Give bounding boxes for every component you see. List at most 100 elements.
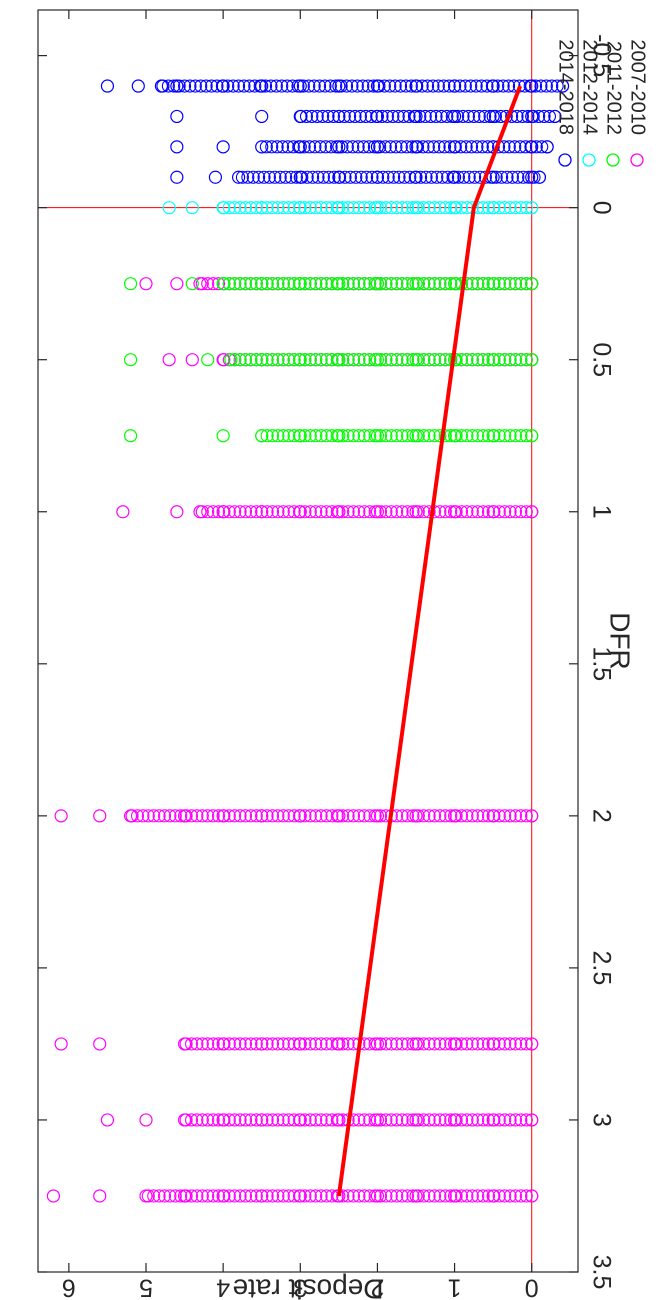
x-tick-label: 1.5 — [587, 646, 615, 681]
data-point — [406, 809, 420, 823]
data-point — [421, 79, 435, 93]
data-point — [391, 109, 405, 123]
data-point — [321, 109, 335, 123]
data-point — [413, 109, 427, 123]
data-point — [411, 429, 425, 443]
data-point — [384, 429, 398, 443]
x-tick-labels: -0.5 0 0.5 1 1.5 2 2.5 3 3.5 — [587, 34, 615, 1289]
data-point — [471, 505, 485, 519]
data-point — [363, 429, 377, 443]
data-point — [390, 353, 404, 367]
data-point — [495, 170, 509, 184]
data-point — [249, 809, 263, 823]
data-point — [427, 353, 442, 367]
data-point — [341, 429, 355, 443]
data-point — [361, 79, 375, 93]
data-point — [492, 429, 506, 443]
data-point — [465, 277, 479, 291]
data-point — [319, 505, 334, 519]
data-point — [441, 170, 455, 184]
data-point — [319, 140, 333, 154]
data-point — [201, 505, 215, 519]
data-point — [156, 79, 170, 93]
data-point — [408, 170, 422, 184]
data-point — [190, 1113, 204, 1127]
data-point — [232, 79, 246, 93]
data-point — [139, 1113, 153, 1127]
data-point — [384, 277, 398, 291]
data-point — [260, 201, 274, 215]
data-point — [195, 1037, 209, 1051]
data-point — [514, 809, 528, 823]
data-point — [123, 277, 138, 291]
data-point — [465, 1189, 479, 1203]
data-point — [380, 109, 395, 123]
data-point — [303, 1113, 317, 1127]
data-point — [460, 1037, 474, 1051]
data-point — [487, 353, 501, 367]
data-point — [282, 1113, 296, 1127]
data-point — [417, 1189, 431, 1203]
data-point — [424, 170, 438, 184]
data-point — [309, 1113, 323, 1127]
data-point — [275, 79, 289, 93]
data-point — [492, 201, 506, 215]
data-point — [487, 1037, 501, 1051]
data-point — [265, 201, 280, 215]
data-point — [303, 201, 317, 215]
series-2014-2018 — [100, 79, 570, 184]
data-point — [298, 201, 312, 215]
data-point — [375, 109, 389, 123]
data-point — [257, 170, 271, 184]
data-point — [319, 429, 334, 443]
data-point — [390, 505, 404, 519]
data-point — [438, 1189, 452, 1203]
data-point — [406, 429, 420, 443]
data-point — [406, 201, 420, 215]
data-point — [314, 1189, 328, 1203]
data-point — [235, 170, 249, 184]
legend-item-2007-2010: 2007-2010 — [627, 39, 649, 167]
data-point — [163, 809, 177, 823]
data-point — [265, 1189, 280, 1203]
legend-label: 2012-2014 — [579, 39, 601, 135]
data-point — [287, 201, 301, 215]
data-point — [446, 170, 460, 184]
data-point — [325, 353, 339, 367]
legend-item-2014-2018: 2014-2018 — [555, 39, 577, 167]
y-tick-label: 5 — [139, 1273, 153, 1300]
data-point — [246, 170, 260, 184]
data-point — [336, 1189, 350, 1203]
data-point — [363, 1037, 377, 1051]
data-point — [472, 109, 486, 123]
data-point — [545, 79, 559, 93]
data-point — [451, 109, 465, 123]
data-point — [390, 1113, 404, 1127]
data-point — [319, 1037, 334, 1051]
data-point — [498, 201, 512, 215]
x-tick-label: 0 — [587, 201, 615, 215]
data-point — [518, 140, 533, 154]
data-point — [357, 505, 371, 519]
data-point — [390, 429, 404, 443]
data-point — [464, 79, 478, 93]
data-point — [233, 809, 247, 823]
data-point — [454, 1037, 469, 1051]
legend-marker — [630, 153, 644, 167]
data-point — [152, 1189, 166, 1203]
data-point — [330, 277, 344, 291]
data-point — [280, 79, 294, 93]
data-point — [271, 809, 285, 823]
data-point — [449, 1189, 463, 1203]
data-point — [400, 1037, 415, 1051]
data-point — [206, 277, 220, 291]
data-point — [337, 109, 351, 123]
data-point — [492, 505, 506, 519]
data-point — [352, 1113, 366, 1127]
data-point — [346, 201, 361, 215]
data-point — [309, 1037, 323, 1051]
data-point — [498, 1037, 512, 1051]
data-point — [373, 353, 388, 367]
y-axis-label: Deposit rate — [233, 1274, 384, 1300]
data-point — [233, 1037, 247, 1051]
